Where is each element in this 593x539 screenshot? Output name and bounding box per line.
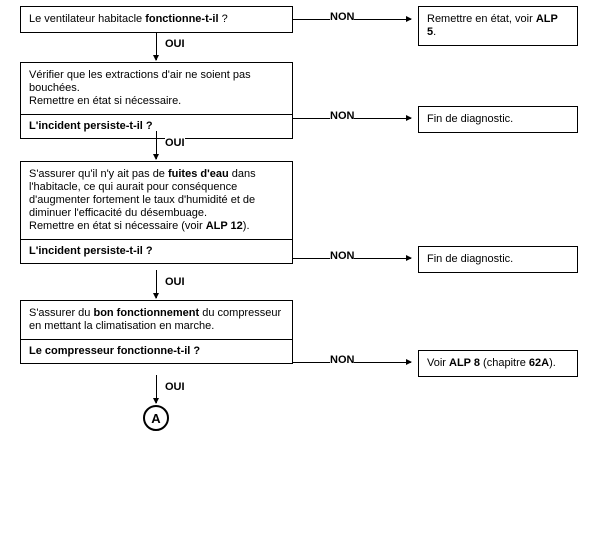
result-4-text: Voir ALP 8 (chapitre 62A). <box>427 357 556 369</box>
step-4-question: Le compresseur fonctionne-t-il ? <box>21 339 292 363</box>
label-no-4: NON <box>330 354 354 366</box>
step-3-question: L'incident persiste-t-il ? <box>21 239 292 263</box>
arrow-s2-yes <box>156 131 157 159</box>
step-4-text: S'assurer du bon fonctionnement du compr… <box>21 301 292 339</box>
arrow-s3-yes <box>156 270 157 298</box>
step-1: Le ventilateur habitacle fonctionne-t-il… <box>20 6 293 33</box>
result-2-text: Fin de diagnostic. <box>427 113 513 125</box>
step-1-text: Le ventilateur habitacle fonctionne-t-il… <box>21 7 292 32</box>
arrow-s1-yes <box>156 32 157 60</box>
connector-a-label: A <box>151 411 160 426</box>
step-3: S'assurer qu'il n'y ait pas de fuites d'… <box>20 161 293 264</box>
label-no-1: NON <box>330 11 354 23</box>
label-yes-3: OUI <box>165 276 185 288</box>
result-1-text: Remettre en état, voir ALP 5. <box>427 13 558 38</box>
label-yes-2: OUI <box>165 137 185 149</box>
step-2: Vérifier que les extractions d'air ne so… <box>20 62 293 139</box>
result-1: Remettre en état, voir ALP 5. <box>418 6 578 46</box>
label-yes-1: OUI <box>165 38 185 50</box>
step-4: S'assurer du bon fonctionnement du compr… <box>20 300 293 364</box>
arrow-s4-yes <box>156 375 157 403</box>
label-no-3: NON <box>330 250 354 262</box>
result-2: Fin de diagnostic. <box>418 106 578 133</box>
label-no-2: NON <box>330 110 354 122</box>
result-4: Voir ALP 8 (chapitre 62A). <box>418 350 578 377</box>
label-yes-4: OUI <box>165 381 185 393</box>
step-3-text: S'assurer qu'il n'y ait pas de fuites d'… <box>21 162 292 239</box>
result-3: Fin de diagnostic. <box>418 246 578 273</box>
result-3-text: Fin de diagnostic. <box>427 253 513 265</box>
connector-a: A <box>143 405 169 431</box>
step-2-text: Vérifier que les extractions d'air ne so… <box>21 63 292 114</box>
